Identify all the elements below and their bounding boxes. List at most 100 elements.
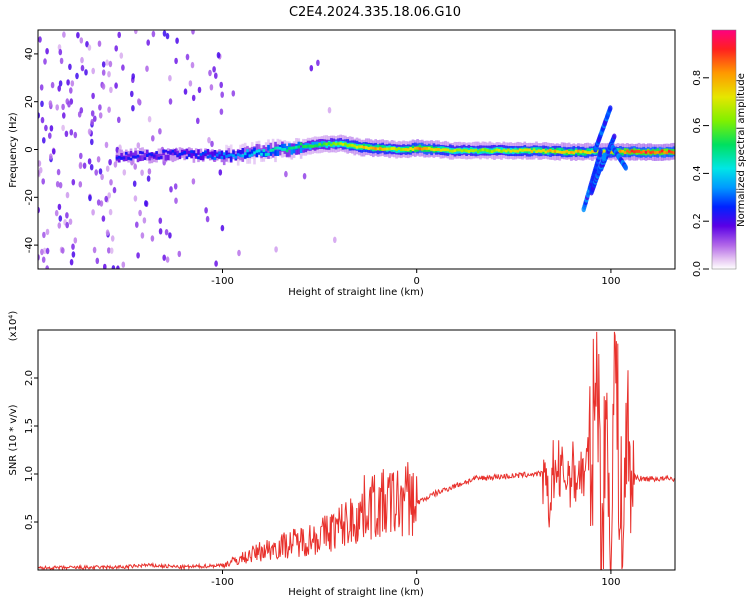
- branch-cell: [602, 152, 607, 159]
- ridge-cell: [346, 144, 349, 148]
- snr-scale-label: (x10⁴): [8, 311, 19, 342]
- noise-cell: [210, 140, 214, 148]
- ridge-cell: [164, 154, 168, 161]
- ridge-cell: [393, 147, 396, 150]
- ridge-cell: [222, 155, 226, 166]
- noise-cell: [103, 263, 107, 269]
- noise-cell: [191, 30, 195, 35]
- ridge-cell: [118, 155, 121, 159]
- ridge-cell: [201, 151, 205, 155]
- ridge-cell: [523, 148, 527, 152]
- ridge-cell: [633, 150, 636, 154]
- noise-cell: [207, 137, 211, 144]
- noise-cell: [116, 265, 120, 269]
- noise-cell: [76, 32, 80, 39]
- y-tick-label: 0.5: [24, 514, 35, 530]
- noise-cell: [105, 59, 109, 66]
- noise-cell: [61, 103, 65, 111]
- noise-cell: [61, 124, 65, 132]
- ridge-cell: [134, 150, 137, 157]
- ridge-cell: [239, 150, 242, 156]
- ridge-cell: [635, 149, 638, 153]
- ridge-cell: [297, 144, 301, 155]
- noise-cell: [131, 105, 135, 112]
- noise-cell: [73, 131, 78, 139]
- noise-cell: [62, 112, 66, 119]
- colorbar-tick-label: 0.4: [692, 165, 703, 181]
- ridge-cell: [416, 146, 419, 150]
- noise-cell: [119, 52, 124, 59]
- noise-cell: [93, 115, 97, 122]
- noise-cell: [216, 52, 221, 59]
- noise-cell: [71, 251, 76, 258]
- ridge-cell: [288, 143, 291, 149]
- ridge-cell: [204, 150, 207, 157]
- ridge-cell: [278, 146, 282, 150]
- ridge-cell: [490, 150, 494, 153]
- ridge-cell: [234, 155, 238, 159]
- noise-cell: [78, 162, 83, 170]
- noise-cell: [164, 229, 169, 236]
- noise-cell: [58, 182, 63, 189]
- ridge-cell: [570, 150, 573, 154]
- noise-cell: [88, 194, 92, 202]
- spectrogram-y-label: Frequency (Hz): [8, 112, 19, 188]
- noise-cell: [109, 247, 114, 254]
- noise-cell: [110, 235, 115, 242]
- ridge-cell: [372, 146, 375, 150]
- ridge-cell: [546, 149, 550, 153]
- ridge-cell: [192, 152, 196, 163]
- ridge-cell: [211, 156, 214, 160]
- y-tick-label: 20: [24, 95, 35, 108]
- noise-cell: [169, 186, 173, 193]
- ridge-cell: [539, 149, 543, 153]
- ridge-cell: [162, 151, 165, 162]
- noise-cell: [107, 192, 111, 199]
- ridge-cell: [661, 149, 664, 153]
- ridge-cell: [271, 138, 275, 156]
- ridge-cell: [563, 150, 566, 154]
- ridge-cell: [409, 147, 412, 150]
- ridge-cell: [290, 146, 294, 150]
- ridge-cell: [241, 154, 245, 158]
- noise-cell: [65, 191, 70, 199]
- ridge-cell: [199, 153, 203, 156]
- ridge-cell: [171, 149, 175, 153]
- ridge-cell: [542, 148, 545, 152]
- noise-cell: [42, 231, 46, 239]
- ridge-cell: [668, 149, 671, 153]
- ridge-cell: [299, 142, 303, 146]
- ridge-cell: [560, 151, 564, 154]
- noise-cell: [104, 141, 109, 149]
- ridge-cell: [136, 156, 140, 163]
- noise-cell: [98, 168, 103, 175]
- snr-x-axis: -100 0 100: [211, 570, 620, 588]
- noise-cell: [82, 162, 87, 169]
- ridge-cell: [118, 156, 121, 163]
- ridge-cell: [122, 156, 126, 160]
- ridge-cell: [558, 150, 562, 154]
- ridge-cell: [379, 147, 382, 150]
- ridge-cell: [497, 148, 501, 152]
- ridge-cell: [637, 150, 641, 153]
- snr-x-label: Height of straight line (km): [288, 587, 424, 598]
- ridge-cell: [602, 149, 606, 153]
- noise-cell: [107, 106, 111, 113]
- noise-cell: [65, 212, 69, 219]
- ridge-cell: [304, 145, 308, 148]
- ridge-cell: [132, 152, 135, 159]
- noise-cell: [79, 107, 84, 114]
- ridge-cell: [330, 143, 333, 147]
- noise-cell: [208, 69, 212, 77]
- ridge-cell: [281, 143, 284, 150]
- noise-cell: [112, 186, 117, 194]
- noise-cell: [48, 100, 53, 107]
- y-tick-label: -40: [24, 237, 35, 253]
- ridge-cell: [360, 145, 363, 149]
- ridge-cell: [344, 142, 347, 146]
- noise-cell: [95, 257, 100, 264]
- noise-cell: [168, 75, 172, 82]
- ridge-cell: [586, 148, 589, 154]
- ridge-cell: [127, 153, 130, 160]
- ridge-cell: [260, 152, 263, 156]
